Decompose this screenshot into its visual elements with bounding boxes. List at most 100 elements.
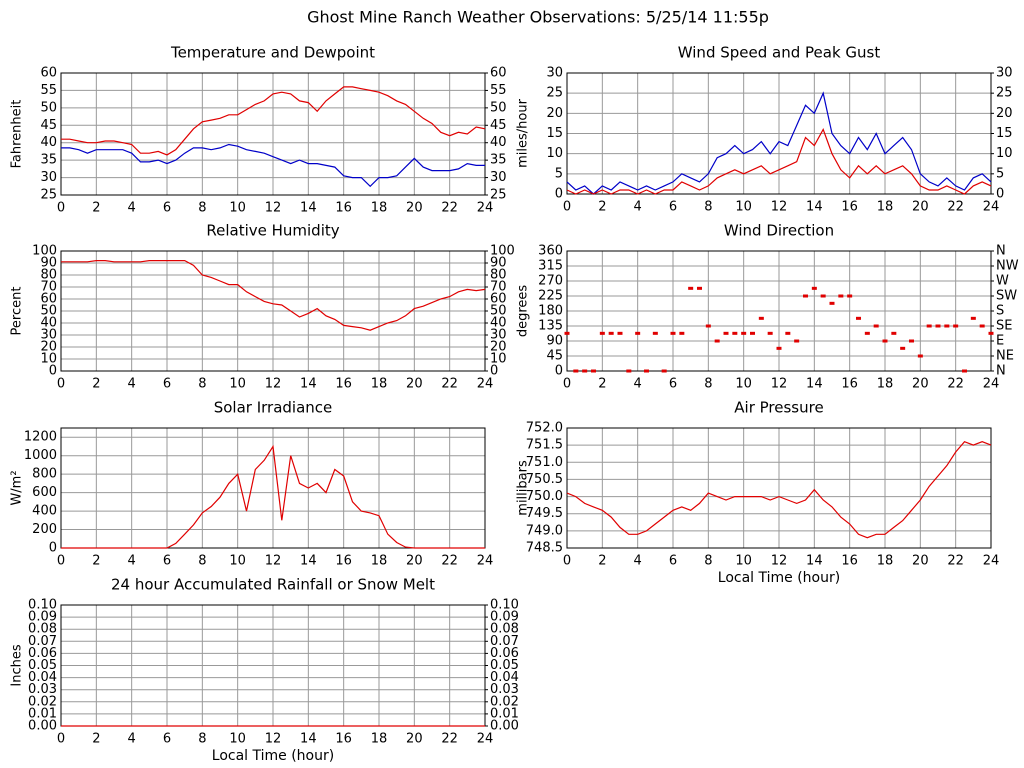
- data-line: [566, 91, 992, 195]
- y-tick-label: 25: [40, 188, 57, 203]
- x-tick-label: 6: [669, 554, 677, 569]
- y2-tick-label: NW: [996, 259, 1019, 274]
- chart-title: Relative Humidity: [206, 222, 339, 240]
- x-tick-label: 4: [634, 554, 642, 569]
- x-tick-label: 6: [163, 732, 171, 747]
- data-line: [566, 440, 992, 539]
- data-point: [599, 331, 605, 335]
- y2-tick-label: 50: [490, 100, 507, 115]
- y2-tick-label: 0.09: [490, 610, 519, 625]
- x-tick-label: 14: [300, 554, 317, 569]
- y2-tick-label: 60: [490, 292, 507, 307]
- x-tick-label: 24: [477, 732, 494, 747]
- y-tick-label: 0.04: [28, 670, 57, 685]
- data-point: [732, 331, 738, 335]
- data-point: [670, 331, 676, 335]
- x-tick-label: 10: [735, 200, 752, 215]
- y-tick-label: 0: [555, 364, 563, 379]
- chart-title: Wind Direction: [724, 222, 834, 240]
- chart-panel: 24 hour Accumulated Rainfall or Snow Mel…: [10, 576, 519, 765]
- x-tick-label: 16: [841, 200, 858, 215]
- x-tick-label: 4: [128, 732, 136, 747]
- x-axis-label: Local Time (hour): [212, 748, 334, 764]
- x-tick-label: 10: [229, 554, 246, 569]
- y2-tick-label: 45: [490, 118, 507, 133]
- y-tick-label: 100: [32, 244, 57, 259]
- y-tick-label: 0.08: [28, 622, 57, 637]
- data-point: [820, 294, 826, 298]
- x-tick-label: 16: [841, 377, 858, 392]
- x-tick-label: 2: [92, 554, 100, 569]
- x-tick-label: 24: [983, 554, 1000, 569]
- x-tick-label: 4: [128, 377, 136, 392]
- y-tick-label: 35: [40, 153, 57, 168]
- data-point: [635, 331, 641, 335]
- data-point: [811, 286, 817, 290]
- y2-tick-label: 100: [490, 244, 515, 259]
- y2-tick-label: 25: [490, 188, 507, 203]
- x-tick-label: 18: [371, 554, 388, 569]
- x-tick-label: 20: [406, 554, 423, 569]
- y-tick-label: 200: [32, 522, 57, 537]
- data-point: [794, 339, 800, 343]
- x-tick-label: 20: [406, 377, 423, 392]
- y-tick-label: 0.05: [28, 658, 57, 673]
- y2-tick-label: N: [996, 364, 1006, 379]
- y-tick-label: 0.02: [28, 694, 57, 709]
- data-point: [608, 331, 614, 335]
- y2-tick-label: 0.04: [490, 670, 519, 685]
- y-tick-label: 0.09: [28, 610, 57, 625]
- plot-frame: [60, 72, 486, 196]
- y-tick-label: 1200: [24, 430, 57, 445]
- y-tick-label: 749.5: [526, 506, 563, 521]
- y2-tick-label: 0.07: [490, 634, 519, 649]
- y2-tick-label: W: [996, 274, 1009, 289]
- data-point: [644, 369, 649, 373]
- data-point: [626, 369, 632, 373]
- y-tick-label: 180: [538, 304, 563, 319]
- x-tick-label: 20: [406, 201, 423, 216]
- y-tick-label: 5: [555, 166, 563, 181]
- x-tick-label: 2: [598, 200, 606, 215]
- x-tick-label: 0: [563, 200, 571, 215]
- plot-frame: [60, 250, 486, 372]
- y2-tick-label: 0.10: [490, 598, 519, 613]
- x-tick-label: 24: [477, 554, 494, 569]
- x-tick-label: 0: [57, 554, 65, 569]
- data-point: [573, 369, 579, 373]
- y-tick-label: 25: [546, 86, 563, 101]
- plot-frame: [566, 427, 992, 549]
- y2-tick-label: 0: [996, 187, 1004, 202]
- x-tick-label: 16: [335, 554, 352, 569]
- y2-tick-label: SW: [996, 289, 1017, 304]
- x-tick-label: 0: [563, 377, 571, 392]
- y2-tick-label: 25: [996, 86, 1013, 101]
- y-axis-label: Inches: [10, 644, 25, 686]
- x-tick-label: 20: [912, 377, 929, 392]
- y-tick-label: 750.5: [526, 472, 563, 487]
- y2-tick-label: 40: [490, 316, 507, 331]
- x-tick-label: 8: [704, 377, 712, 392]
- x-tick-label: 2: [92, 732, 100, 747]
- x-tick-label: 2: [598, 377, 606, 392]
- y-tick-label: 0: [555, 187, 563, 202]
- x-tick-label: 8: [198, 732, 206, 747]
- data-point: [564, 331, 570, 335]
- y2-tick-label: 90: [490, 256, 507, 271]
- plot-frame: [60, 427, 486, 549]
- x-tick-label: 0: [57, 201, 65, 216]
- x-tick-label: 12: [771, 377, 788, 392]
- y-tick-label: 270: [538, 274, 563, 289]
- x-tick-label: 8: [198, 201, 206, 216]
- y2-tick-label: 0.06: [490, 646, 519, 661]
- x-tick-label: 12: [771, 200, 788, 215]
- y2-tick-label: 40: [490, 135, 507, 150]
- x-tick-label: 12: [265, 201, 282, 216]
- x-tick-label: 16: [841, 554, 858, 569]
- y2-tick-label: 30: [490, 170, 507, 185]
- x-tick-label: 6: [669, 377, 677, 392]
- x-tick-label: 10: [735, 377, 752, 392]
